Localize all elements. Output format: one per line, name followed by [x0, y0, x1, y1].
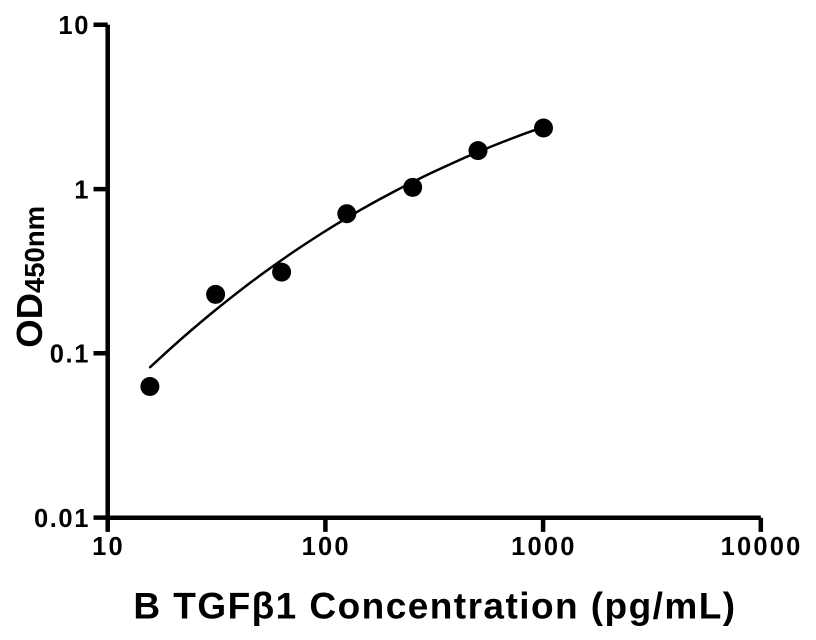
svg-text:100: 100 [302, 533, 351, 561]
svg-text:10000: 10000 [721, 533, 803, 561]
svg-text:1000: 1000 [511, 533, 577, 561]
svg-text:0.01: 0.01 [34, 505, 90, 533]
svg-text:B TGFβ1 Concentration (pg/mL): B TGFβ1 Concentration (pg/mL) [133, 586, 736, 627]
svg-text:0.1: 0.1 [50, 341, 90, 369]
svg-text:10: 10 [58, 12, 90, 40]
svg-text:1: 1 [74, 176, 90, 204]
svg-text:10: 10 [92, 533, 125, 561]
